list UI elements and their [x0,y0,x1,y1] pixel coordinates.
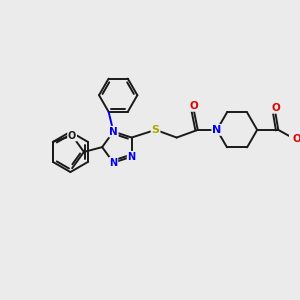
Text: N: N [109,158,118,168]
Text: O: O [271,103,280,113]
Text: N: N [109,127,118,136]
Text: N: N [128,152,136,162]
Text: S: S [152,125,160,135]
Text: O: O [68,130,76,141]
Text: O: O [292,134,300,145]
Text: O: O [190,101,198,111]
Text: N: N [212,125,221,135]
